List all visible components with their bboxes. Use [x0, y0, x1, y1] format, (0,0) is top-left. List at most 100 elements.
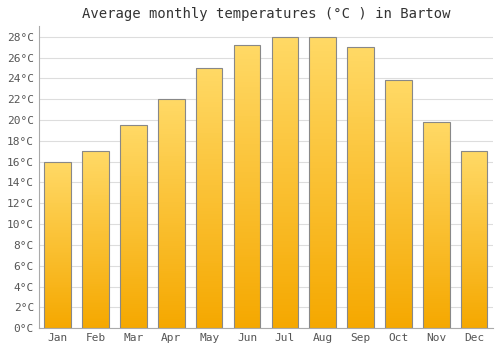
Bar — [348, 78, 374, 81]
Bar — [310, 226, 336, 229]
Bar — [272, 197, 298, 200]
Bar — [120, 166, 146, 168]
Bar — [310, 133, 336, 136]
Bar — [461, 162, 487, 163]
Bar — [120, 212, 146, 215]
Bar — [423, 155, 450, 157]
Bar — [385, 276, 411, 279]
Bar — [44, 303, 71, 305]
Bar — [82, 160, 109, 162]
Bar — [310, 270, 336, 273]
Bar — [158, 127, 184, 129]
Bar — [385, 321, 411, 323]
Bar — [44, 281, 71, 283]
Bar — [158, 312, 184, 314]
Bar — [385, 259, 411, 261]
Bar — [272, 150, 298, 153]
Bar — [234, 102, 260, 105]
Bar — [158, 133, 184, 136]
Bar — [310, 215, 336, 217]
Bar — [158, 230, 184, 232]
Bar — [158, 124, 184, 127]
Bar — [82, 316, 109, 317]
Bar — [461, 163, 487, 165]
Bar — [234, 173, 260, 175]
Bar — [348, 81, 374, 84]
Bar — [272, 322, 298, 325]
Bar — [234, 110, 260, 113]
Bar — [461, 185, 487, 187]
Bar — [423, 260, 450, 262]
Bar — [310, 130, 336, 133]
Bar — [82, 151, 109, 153]
Bar — [348, 137, 374, 140]
Bar — [44, 168, 71, 170]
Bar — [348, 236, 374, 238]
Bar — [272, 153, 298, 156]
Bar — [120, 160, 146, 162]
Bar — [272, 226, 298, 229]
Bar — [310, 54, 336, 57]
Bar — [82, 270, 109, 272]
Bar — [385, 157, 411, 160]
Bar — [461, 310, 487, 312]
Bar — [44, 270, 71, 272]
Bar — [423, 275, 450, 276]
Bar — [348, 196, 374, 199]
Bar — [44, 173, 71, 175]
Bar — [348, 64, 374, 67]
Bar — [158, 223, 184, 225]
Bar — [158, 326, 184, 328]
Bar — [196, 190, 222, 193]
Bar — [82, 243, 109, 245]
Bar — [423, 271, 450, 273]
Bar — [158, 285, 184, 287]
Bar — [272, 308, 298, 311]
Bar — [348, 160, 374, 162]
Bar — [272, 159, 298, 162]
Bar — [196, 271, 222, 274]
Bar — [385, 147, 411, 150]
Bar — [234, 85, 260, 88]
Bar — [158, 179, 184, 182]
Bar — [44, 165, 71, 167]
Bar — [44, 278, 71, 280]
Bar — [272, 180, 298, 182]
Bar — [120, 182, 146, 184]
Bar — [310, 212, 336, 215]
Bar — [310, 75, 336, 77]
Bar — [44, 240, 71, 242]
Bar — [196, 141, 222, 144]
Bar — [44, 288, 71, 290]
Bar — [120, 241, 146, 243]
Bar — [348, 179, 374, 182]
Bar — [44, 191, 71, 193]
Bar — [158, 296, 184, 299]
Bar — [272, 51, 298, 54]
Bar — [423, 318, 450, 320]
Bar — [234, 82, 260, 85]
Bar — [385, 202, 411, 204]
Bar — [44, 292, 71, 293]
Bar — [348, 123, 374, 126]
Bar — [348, 174, 374, 176]
Bar — [158, 271, 184, 273]
Bar — [348, 56, 374, 58]
Bar — [82, 224, 109, 225]
Bar — [385, 88, 411, 90]
Bar — [120, 188, 146, 190]
Bar — [234, 323, 260, 326]
Bar — [385, 306, 411, 308]
Bar — [272, 112, 298, 116]
Bar — [348, 300, 374, 303]
Bar — [461, 169, 487, 171]
Bar — [461, 316, 487, 317]
Bar — [310, 322, 336, 325]
Bar — [423, 192, 450, 194]
Bar — [385, 224, 411, 226]
Bar — [196, 234, 222, 237]
Bar — [310, 147, 336, 150]
Bar — [82, 273, 109, 275]
Bar — [158, 115, 184, 118]
Bar — [234, 218, 260, 220]
